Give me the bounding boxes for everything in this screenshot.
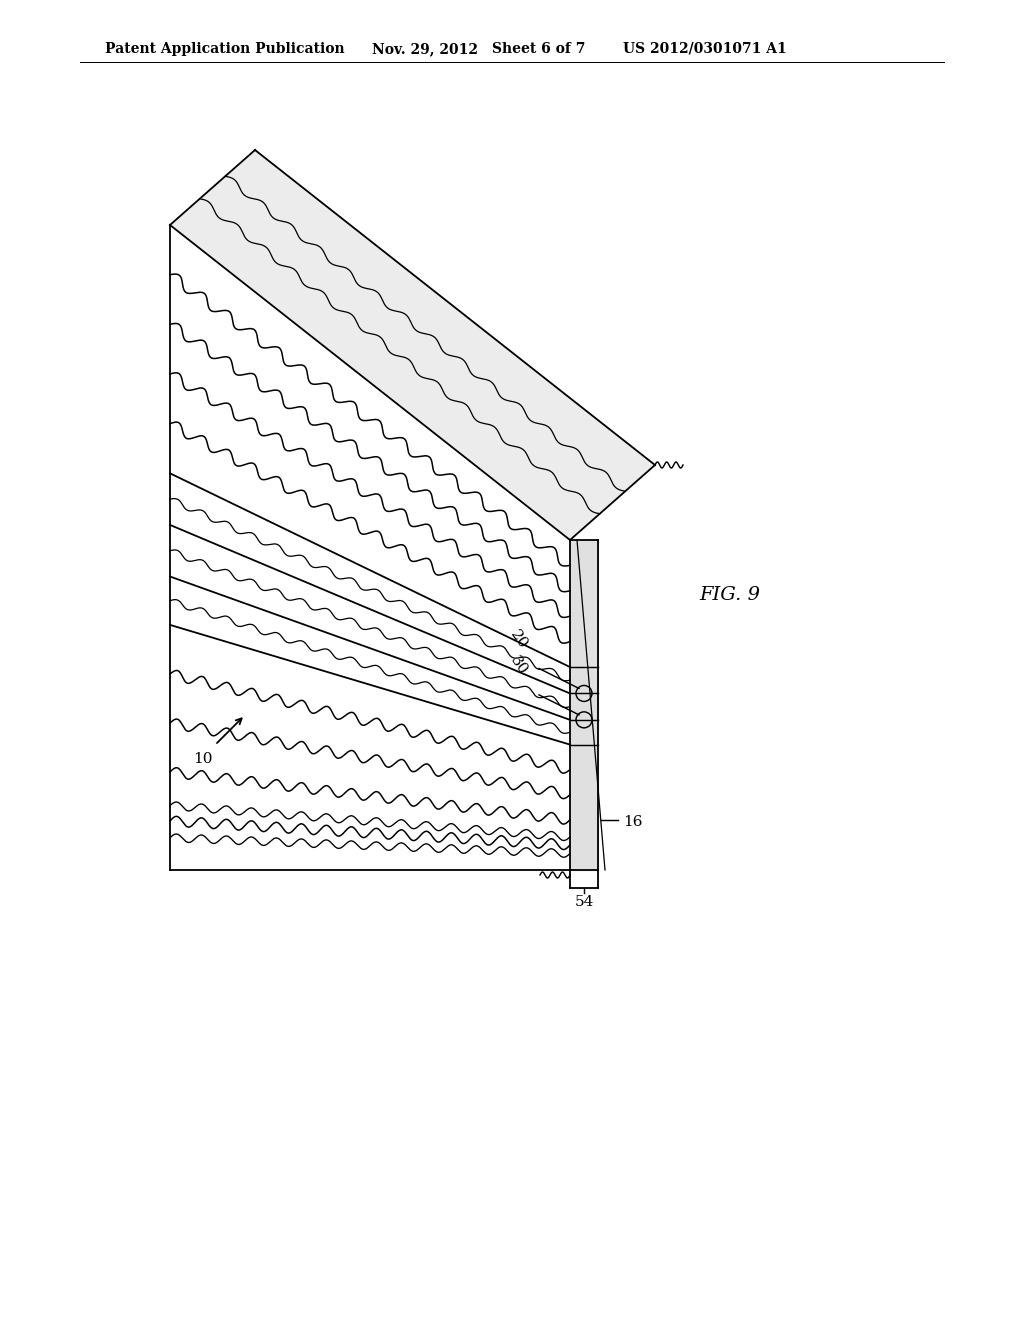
Text: 10: 10 [194, 752, 213, 766]
Text: Patent Application Publication: Patent Application Publication [105, 42, 345, 55]
Text: US 2012/0301071 A1: US 2012/0301071 A1 [623, 42, 786, 55]
Text: Sheet 6 of 7: Sheet 6 of 7 [492, 42, 586, 55]
Polygon shape [170, 150, 655, 540]
Text: FIG. 9: FIG. 9 [699, 586, 761, 605]
Polygon shape [570, 540, 598, 870]
Text: 20: 20 [508, 627, 530, 652]
Text: Nov. 29, 2012: Nov. 29, 2012 [372, 42, 478, 55]
Text: 16: 16 [623, 814, 642, 829]
Text: 30: 30 [508, 653, 530, 678]
Polygon shape [170, 224, 570, 870]
Text: 54: 54 [574, 895, 594, 909]
